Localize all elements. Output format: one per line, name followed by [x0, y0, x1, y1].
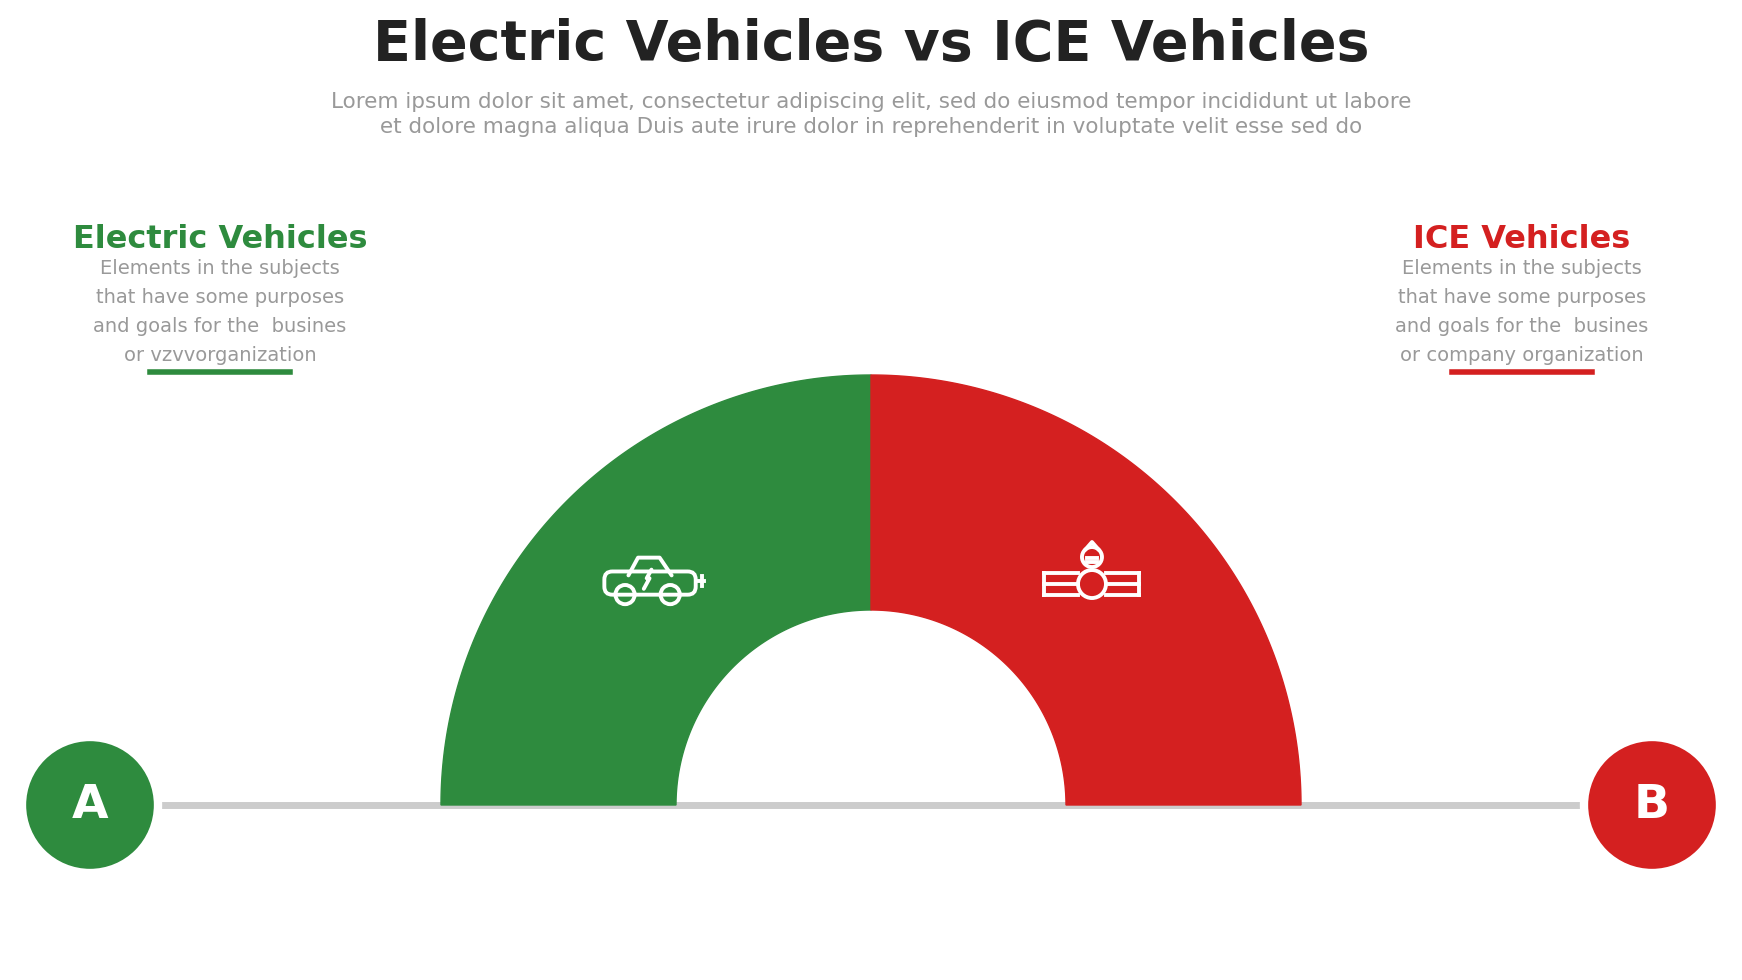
Circle shape — [23, 737, 159, 873]
Text: Lorem ipsum dolor sit amet, consectetur adipiscing elit, sed do eiusmod tempor i: Lorem ipsum dolor sit amet, consectetur … — [331, 92, 1411, 112]
Polygon shape — [441, 375, 871, 805]
Text: Electric Vehicles vs ICE Vehicles: Electric Vehicles vs ICE Vehicles — [373, 18, 1369, 72]
Text: B: B — [1634, 782, 1671, 827]
Text: Elements in the subjects
that have some purposes
and goals for the  busines
or c: Elements in the subjects that have some … — [1395, 260, 1648, 365]
Text: Electric Vehicles: Electric Vehicles — [73, 224, 368, 256]
Text: et dolore magna aliqua Duis aute irure dolor in reprehenderit in voluptate velit: et dolore magna aliqua Duis aute irure d… — [380, 117, 1362, 137]
Text: A: A — [71, 782, 108, 827]
Polygon shape — [871, 375, 1301, 805]
Text: ICE Vehicles: ICE Vehicles — [1413, 224, 1631, 256]
Text: Elements in the subjects
that have some purposes
and goals for the  busines
or v: Elements in the subjects that have some … — [94, 260, 347, 365]
Circle shape — [1583, 737, 1719, 873]
